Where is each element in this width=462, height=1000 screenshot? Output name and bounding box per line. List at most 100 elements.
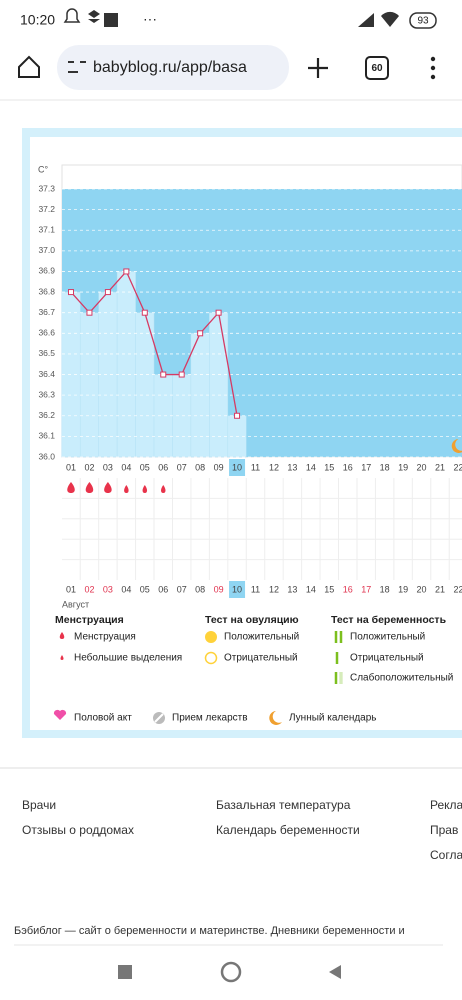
date-label: 16 [343, 584, 353, 594]
x-tick-label: 01 [66, 462, 76, 472]
date-label: 14 [306, 584, 316, 594]
y-tick-label: 36.1 [38, 431, 55, 441]
legend-icon [334, 631, 343, 643]
icon-app [104, 13, 118, 27]
x-tick-label: 05 [140, 462, 150, 472]
new-tab[interactable] [308, 58, 328, 78]
temperature-point [234, 412, 241, 419]
temperature-line [70, 270, 238, 416]
x-tick-label: 12 [269, 462, 279, 472]
temperature-column [153, 374, 173, 458]
temperature-column [116, 271, 136, 458]
date-label: 02 [84, 584, 94, 594]
date-label: 19 [398, 584, 408, 594]
date-label: 03 [103, 584, 113, 594]
y-tick-label: 36.0 [38, 451, 55, 461]
x-tick-label: 06 [158, 462, 168, 472]
y-tick-label: 36.4 [38, 369, 55, 379]
y-tick-label: 37.1 [38, 224, 55, 234]
x-tick-label: 22 [453, 462, 462, 472]
x-tick-label: 02 [84, 462, 94, 472]
address-bar[interactable] [57, 45, 289, 90]
legend-heading: Менструация [55, 614, 124, 626]
legend-icon [269, 711, 282, 725]
x-tick-label: 03 [103, 462, 113, 472]
nav-back[interactable] [329, 965, 341, 979]
y-tick-label: 37.0 [38, 245, 55, 255]
footer-link[interactable]: Врачи [22, 798, 56, 812]
y-tick-label: 36.7 [38, 307, 55, 317]
temperature-column [79, 312, 99, 458]
date-label: 20 [417, 584, 427, 594]
date-label: 08 [195, 584, 205, 594]
footer-link[interactable]: Базальная температура [216, 798, 351, 812]
temperature-point [215, 309, 222, 316]
nav-recents[interactable] [118, 965, 132, 979]
x-tick-label: 11 [251, 462, 260, 472]
icon-mute [63, 8, 81, 23]
menstruation-drop [85, 482, 94, 493]
x-tick-label: 14 [306, 462, 316, 472]
footer-link[interactable]: Рекла [430, 798, 462, 812]
time: 10:20 [20, 12, 55, 28]
x-tick-label: 04 [121, 462, 131, 472]
temperature-column [209, 312, 229, 458]
nav-home[interactable] [220, 961, 242, 983]
date-label: 12 [269, 584, 279, 594]
about-text: Бэбиблог — сайт о беременности и материн… [14, 925, 405, 937]
footer-link[interactable]: Календарь беременности [216, 823, 360, 837]
x-tick-label: 13 [287, 462, 297, 472]
spotting-drop [142, 485, 148, 493]
x-tick-label: 18 [380, 462, 390, 472]
date-label: 17 [361, 584, 371, 594]
y-tick-label: 37.3 [38, 183, 55, 193]
spotting-drop [124, 485, 129, 493]
date-label: 09 [214, 584, 224, 594]
date-label: 15 [324, 584, 334, 594]
legend-icon [204, 651, 218, 665]
icon-app [88, 10, 100, 23]
footer-link[interactable]: Отзывы о роддомах [22, 823, 134, 837]
site-settings[interactable] [68, 61, 86, 73]
footer-link[interactable]: Прав [430, 823, 458, 837]
footer-link[interactable]: Согла [430, 848, 462, 862]
tabs-button[interactable] [365, 56, 389, 80]
legend-heading: Тест на овуляцию [205, 614, 299, 626]
more-icons: ··· [143, 11, 157, 27]
date-label: 06 [158, 584, 168, 594]
temperature-point [178, 371, 185, 378]
url: babyblog.ru/app/basa [93, 59, 247, 76]
temperature-point [123, 268, 130, 275]
legend-item: Небольшие выделения [74, 652, 182, 664]
date-label: 13 [287, 584, 297, 594]
spotting-drop [161, 485, 166, 493]
y-tick-label: 37.2 [38, 204, 55, 214]
legend-icon [59, 632, 65, 639]
legend-item: Положительный [224, 632, 299, 643]
legend-item: Отрицательный [224, 653, 298, 664]
date-label: 22 [453, 584, 462, 594]
menstruation-drop [67, 482, 75, 493]
x-tick-label: 17 [361, 462, 371, 472]
date-label: 11 [251, 584, 260, 594]
legend-item: Половой акт [74, 713, 132, 724]
y-tick-label: 36.9 [38, 266, 55, 276]
temperature-point [141, 309, 148, 316]
temperature-point [160, 371, 167, 378]
selected-day [229, 581, 246, 598]
x-tick-label: 10 [232, 462, 242, 472]
temperature-point [86, 309, 93, 316]
menu-button[interactable] [430, 56, 436, 80]
legend-item: Лунный календарь [289, 713, 377, 724]
y-tick-label: 36.5 [38, 348, 55, 358]
date-label: 18 [380, 584, 390, 594]
x-tick-label: 16 [343, 462, 353, 472]
battery-level: 93 [417, 16, 429, 27]
home-button[interactable] [18, 55, 40, 78]
x-tick-label: 09 [214, 462, 224, 472]
date-label: 01 [66, 584, 76, 594]
y-tick-label: 36.2 [38, 410, 55, 420]
